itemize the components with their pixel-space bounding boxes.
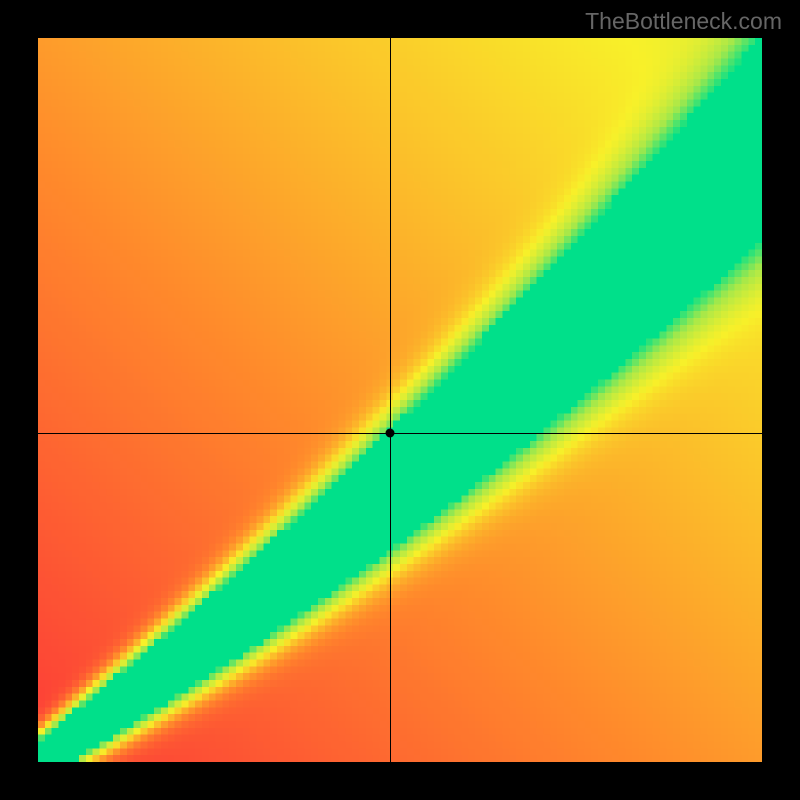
heatmap-plot [38, 38, 762, 762]
crosshair-horizontal [38, 433, 762, 434]
crosshair-vertical [390, 38, 391, 762]
heatmap-canvas [38, 38, 762, 762]
crosshair-marker[interactable] [385, 428, 394, 437]
watermark-text: TheBottleneck.com [585, 8, 782, 35]
